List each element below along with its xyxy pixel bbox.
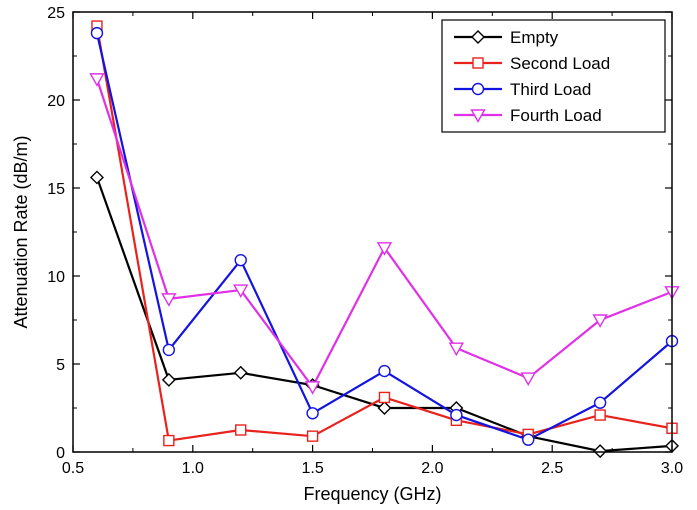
legend-label: Fourth Load [510, 106, 602, 125]
x-tick-label: 2.5 [541, 460, 563, 477]
marker-layer [89, 20, 680, 459]
legend: Empty Second Load Third Load Fourth Load [441, 19, 666, 133]
data-point-series-2 [163, 434, 175, 447]
data-point-series-4 [233, 284, 249, 299]
data-point-series-3 [522, 433, 535, 446]
legend-label: Third Load [510, 80, 591, 99]
y-axis-title: Attenuation Rate (dB/m) [11, 135, 31, 328]
y-tick-label: 0 [56, 445, 65, 462]
y-tick-label: 10 [47, 269, 65, 286]
data-point-series-4 [592, 314, 608, 328]
data-point-series-3 [378, 364, 391, 378]
x-tick-label: 1.0 [182, 460, 204, 477]
y-tick-label: 5 [56, 357, 65, 374]
legend-marker [471, 30, 485, 44]
data-point-series-2 [235, 424, 247, 436]
x-tick-label: 2.0 [421, 460, 443, 477]
data-point-series-3 [234, 253, 247, 267]
y-tick-label: 20 [47, 93, 65, 110]
data-point-series-4 [89, 73, 105, 87]
legend-marker [470, 109, 486, 123]
data-point-series-3 [593, 396, 607, 409]
axis-layer: 0.5 1.0 1.5 2.0 2.5 3.0 0 5 10 15 20 25 [47, 5, 683, 477]
data-point-series-4 [376, 242, 393, 256]
data-point-series-1 [161, 372, 176, 387]
data-point-series-2 [378, 391, 391, 404]
x-tick-label: 3.0 [661, 460, 683, 477]
legend-marker [472, 57, 484, 69]
data-point-series-1 [89, 170, 104, 185]
data-point-series-4 [161, 293, 177, 307]
data-point-series-4 [304, 381, 321, 395]
data-point-series-2 [594, 409, 606, 421]
data-point-series-3 [162, 343, 176, 357]
x-tick-label: 1.5 [301, 460, 323, 477]
data-point-series-3 [306, 407, 319, 420]
data-point-series-1 [377, 401, 392, 415]
data-point-series-1 [593, 444, 608, 459]
legend-label: Empty [510, 28, 559, 47]
data-point-series-3 [90, 26, 104, 40]
data-point-series-1 [233, 365, 248, 380]
data-point-series-2 [306, 430, 319, 442]
y-tick-label: 15 [47, 181, 65, 198]
data-point-series-4 [448, 342, 465, 357]
data-point-series-4 [520, 372, 536, 387]
legend-marker [471, 82, 485, 96]
legend-label: Second Load [510, 54, 610, 73]
y-tick-label: 25 [47, 5, 65, 22]
data-point-series-3 [450, 408, 463, 422]
x-tick-label: 0.5 [62, 460, 84, 477]
x-axis-title: Frequency (GHz) [303, 484, 441, 504]
